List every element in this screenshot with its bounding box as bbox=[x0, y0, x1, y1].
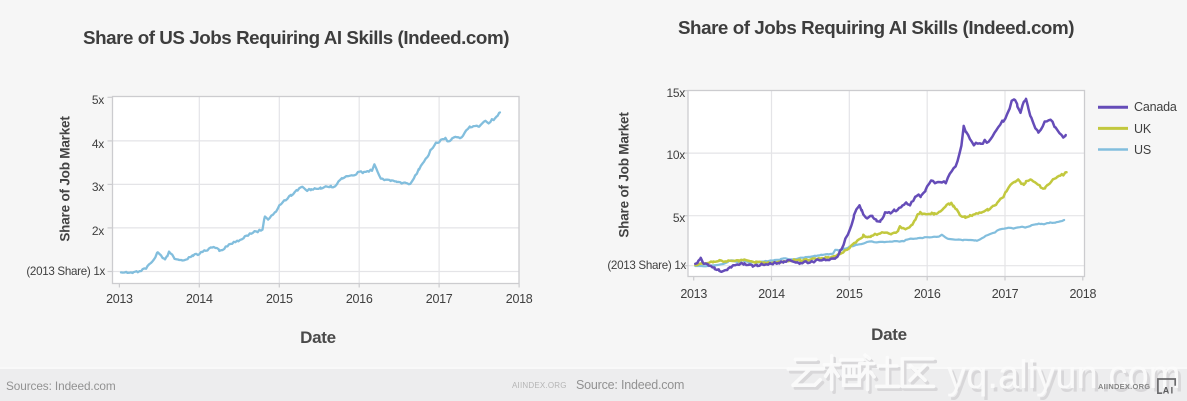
svg-text:yq.aliyun.com: yq.aliyun.com bbox=[950, 357, 1184, 401]
svg-text:yq.aliyun.com: yq.aliyun.com bbox=[947, 353, 1181, 397]
svg-text:AI: AI bbox=[1163, 386, 1175, 396]
